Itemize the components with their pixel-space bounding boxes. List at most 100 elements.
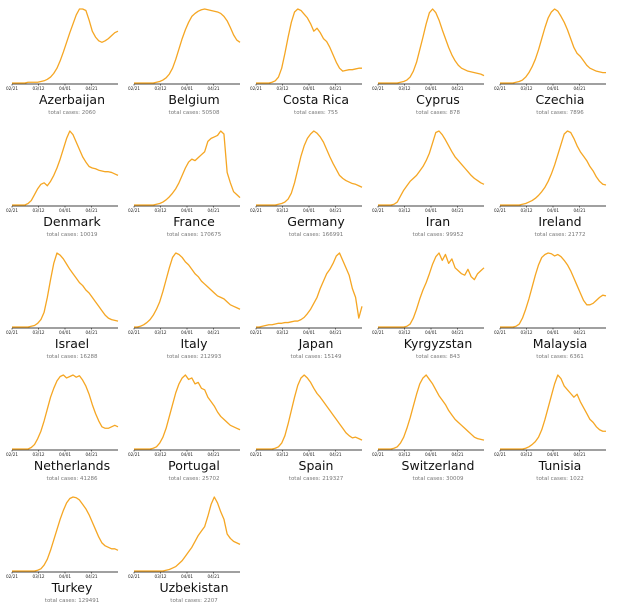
country-panel: 02/21 03/12 04/01 04/21 Spain total cases: 21… — [250, 370, 376, 492]
x-tick-label: 04/21 — [573, 330, 585, 335]
series-line — [378, 374, 485, 450]
series-line — [256, 252, 363, 328]
total-cases-label: total cases: 2207 — [170, 598, 218, 604]
x-tick-label: 04/21 — [451, 330, 463, 335]
x-tick-label: 02/21 — [128, 86, 140, 91]
x-tick-label: 02/21 — [128, 330, 140, 335]
country-name: Portugal — [168, 458, 220, 473]
line-chart: 02/21 03/12 04/01 04/21 — [128, 8, 241, 91]
x-tick-label: 04/01 — [425, 330, 437, 335]
total-cases-label: total cases: 219327 — [288, 476, 344, 482]
total-cases-label: total cases: 2060 — [48, 110, 96, 116]
x-tick-label: 02/21 — [6, 208, 18, 213]
series-line — [12, 496, 119, 572]
country-name: Kyrgyzstan — [403, 336, 473, 351]
country-name: Uzbekistan — [159, 580, 229, 595]
line-chart: 02/21 03/12 04/01 04/21 — [372, 374, 485, 457]
series-line — [500, 252, 607, 328]
country-name: Belgium — [168, 92, 220, 107]
x-tick-label: 04/21 — [207, 574, 219, 579]
series-line — [134, 374, 241, 450]
country-panel: 02/21 03/12 04/01 04/21 Turkey total cases: 1… — [6, 492, 132, 614]
x-tick-label: 04/21 — [207, 86, 219, 91]
country-panel: 02/21 03/12 04/01 04/21 Switzerland total cas… — [372, 370, 498, 492]
line-chart: 02/21 03/12 04/01 04/21 — [128, 252, 241, 335]
line-chart: 02/21 03/12 04/01 04/21 — [6, 130, 119, 213]
line-chart: 02/21 03/12 04/01 04/21 — [250, 130, 363, 213]
x-tick-label: 04/01 — [303, 86, 315, 91]
series-line — [256, 8, 362, 84]
x-tick-label: 04/21 — [207, 452, 219, 457]
line-chart: 02/21 03/12 04/01 04/21 — [6, 374, 119, 457]
total-cases-label: total cases: 10019 — [46, 232, 98, 238]
x-tick-label: 03/12 — [32, 452, 44, 457]
line-chart: 02/21 03/12 04/01 04/21 — [6, 496, 119, 579]
x-tick-label: 04/01 — [59, 330, 71, 335]
total-cases-label: total cases: 212993 — [166, 354, 222, 360]
country-name: Italy — [180, 336, 208, 351]
x-tick-label: 04/01 — [59, 208, 71, 213]
x-tick-label: 03/12 — [398, 452, 410, 457]
total-cases-label: total cases: 6361 — [536, 354, 584, 360]
country-panel: 02/21 03/12 04/01 04/21 Czechia total cases: … — [494, 4, 620, 126]
total-cases-label: total cases: 755 — [294, 110, 338, 116]
country-name: Czechia — [535, 92, 585, 107]
country-name: Costa Rica — [282, 92, 350, 107]
x-tick-label: 03/12 — [154, 574, 166, 579]
x-tick-label: 02/21 — [372, 330, 384, 335]
x-tick-label: 04/01 — [547, 86, 559, 91]
x-tick-label: 04/01 — [59, 452, 71, 457]
series-line — [12, 252, 119, 328]
x-tick-label: 03/12 — [154, 208, 166, 213]
line-chart: 02/21 03/12 04/01 04/21 — [250, 374, 363, 457]
x-tick-label: 04/21 — [85, 86, 97, 91]
x-tick-label: 03/12 — [520, 208, 532, 213]
x-tick-label: 04/01 — [547, 330, 559, 335]
line-chart: 02/21 03/12 04/01 04/21 — [128, 496, 241, 579]
total-cases-label: total cases: 129491 — [44, 598, 100, 604]
country-panel: 02/21 03/12 04/01 04/21 Italy total cases: 21… — [128, 248, 254, 370]
x-tick-label: 04/01 — [425, 86, 437, 91]
x-tick-label: 02/21 — [494, 330, 506, 335]
x-tick-label: 04/01 — [303, 452, 315, 457]
country-name: Iran — [425, 214, 451, 229]
x-tick-label: 03/12 — [398, 208, 410, 213]
x-tick-label: 03/12 — [32, 330, 44, 335]
x-tick-label: 04/21 — [85, 574, 97, 579]
x-tick-label: 04/21 — [573, 208, 585, 213]
x-tick-label: 04/01 — [425, 452, 437, 457]
country-panel: 02/21 03/12 04/01 04/21 Azerbaijan total case… — [6, 4, 132, 126]
country-panel: 02/21 03/12 04/01 04/21 Japan total cases: 15… — [250, 248, 376, 370]
series-line — [500, 130, 607, 206]
country-panel: 02/21 03/12 04/01 04/21 Portugal total cases:… — [128, 370, 254, 492]
line-chart: 02/21 03/12 04/01 04/21 — [128, 130, 241, 213]
x-tick-label: 03/12 — [276, 330, 288, 335]
series-line — [12, 8, 119, 84]
x-tick-label: 02/21 — [128, 208, 140, 213]
total-cases-label: total cases: 16288 — [46, 354, 98, 360]
x-tick-label: 04/01 — [425, 208, 437, 213]
line-chart: 02/21 03/12 04/01 04/21 — [6, 8, 119, 91]
line-chart: 02/21 03/12 04/01 04/21 — [494, 8, 606, 91]
total-cases-label: total cases: 30009 — [412, 476, 464, 482]
series-line — [256, 374, 363, 450]
country-panel: 02/21 03/12 04/01 04/21 Tunisia total cases: … — [494, 370, 620, 492]
x-tick-label: 02/21 — [6, 452, 18, 457]
country-name: Germany — [287, 214, 345, 229]
x-tick-label: 04/21 — [207, 330, 219, 335]
line-chart: 02/21 03/12 04/01 04/21 — [494, 252, 607, 335]
country-panel: 02/21 03/12 04/01 04/21 Belgium total cases: … — [128, 4, 254, 126]
country-name: Israel — [54, 336, 90, 351]
x-tick-label: 04/01 — [303, 330, 315, 335]
line-chart: 02/21 03/12 04/01 04/21 — [372, 8, 485, 91]
country-panel: 02/21 03/12 04/01 04/21 Kyrgyzstan total case… — [372, 248, 498, 370]
x-tick-label: 03/12 — [520, 86, 532, 91]
x-tick-label: 04/01 — [181, 452, 193, 457]
country-name: Netherlands — [33, 458, 111, 473]
line-chart: 02/21 03/12 04/01 04/21 — [372, 252, 485, 335]
x-tick-label: 03/12 — [520, 452, 532, 457]
line-chart: 02/21 03/12 04/01 04/21 — [494, 130, 607, 213]
country-name: Azerbaijan — [38, 92, 106, 107]
country-panel: 02/21 03/12 04/01 04/21 Cyprus total cases: 8… — [372, 4, 498, 126]
